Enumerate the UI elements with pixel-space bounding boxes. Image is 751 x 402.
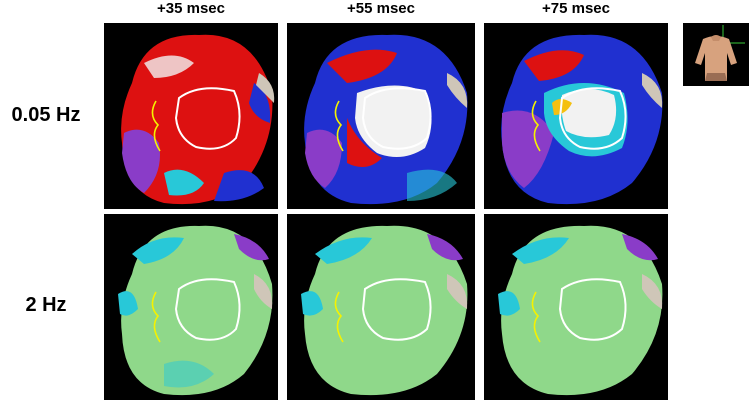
- column-label-55ms: +55 msec: [347, 0, 415, 17]
- map-panel-2hz-75ms: [484, 214, 668, 400]
- map-panel-2hz-35ms: [104, 214, 278, 400]
- activation-map-005hz-35ms: [121, 34, 275, 205]
- map-panel-005hz-75ms: [484, 23, 668, 209]
- row-label-005hz: 0.05 Hz: [11, 104, 81, 126]
- column-label-75ms: +75 msec: [542, 0, 610, 17]
- map-panel-005hz-55ms: [287, 23, 475, 209]
- map-panel-005hz-35ms: [104, 23, 278, 209]
- activation-map-2hz-55ms: [301, 225, 468, 396]
- orientation-torso-thumbnail: [683, 23, 749, 86]
- map-panel-2hz-55ms: [287, 214, 475, 400]
- row-label-2hz: 2 Hz: [25, 294, 67, 316]
- torso-icon: [695, 25, 745, 81]
- activation-map-005hz-55ms: [304, 34, 468, 205]
- activation-map-005hz-75ms: [501, 34, 663, 205]
- activation-map-2hz-35ms: [118, 225, 273, 396]
- column-label-35ms: +35 msec: [157, 0, 225, 17]
- activation-map-2hz-75ms: [498, 225, 663, 396]
